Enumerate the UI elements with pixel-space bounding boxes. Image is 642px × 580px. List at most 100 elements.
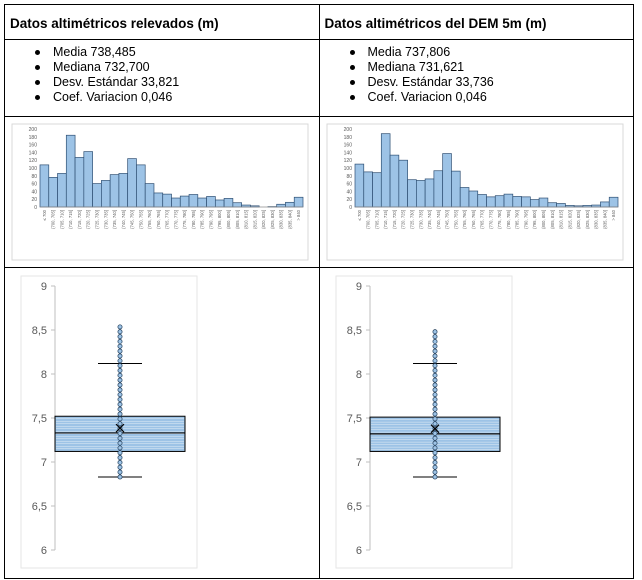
- data-point: [432, 329, 437, 335]
- y-tick-label: 200: [29, 127, 38, 133]
- x-tick-label: (700, 705]: [51, 210, 56, 229]
- stat-coef-variation: Coef. Variacion 0,046: [53, 90, 173, 104]
- boxplot-dem: 6 6,5 7 7,5 8 8,5 9: [335, 275, 512, 569]
- stat-item: Mediana 732,700: [5, 60, 179, 75]
- histogram-bar: [547, 202, 557, 208]
- x-tick-label: (830, 835]: [279, 210, 284, 229]
- data-point: [432, 411, 437, 417]
- data-point: [117, 397, 123, 402]
- y-tick-label: 8: [41, 369, 47, 381]
- y-tick-label: 80: [346, 174, 352, 180]
- x-tick-label: (740, 745]: [435, 210, 440, 229]
- data-point: [432, 455, 437, 461]
- histogram-bar: [188, 194, 199, 208]
- x-tick-label: (775, 780]: [497, 210, 502, 229]
- data-point: [432, 421, 437, 427]
- histogram-bar: [214, 199, 225, 208]
- data-point: [117, 401, 123, 407]
- y-tick-label: 180: [343, 135, 352, 141]
- histogram-bar: [48, 177, 58, 208]
- data-point: [117, 430, 123, 436]
- histogram-bar: [57, 173, 67, 208]
- histogram-bar: [494, 195, 504, 208]
- data-point: [117, 435, 123, 441]
- x-tick-label: (795, 800]: [532, 210, 537, 229]
- histogram-bar: [293, 196, 304, 208]
- x-tick-label: (815, 820]: [252, 210, 257, 229]
- stat-item: Coef. Variacion 0,046: [320, 90, 494, 105]
- histogram-bar: [153, 192, 164, 208]
- x-tick-label: (765, 770]: [479, 210, 484, 229]
- x-tick-label: (815, 820]: [567, 210, 572, 229]
- histogram-bar: [362, 171, 373, 208]
- data-point: [432, 464, 437, 470]
- y-tick-label: 0: [34, 205, 37, 211]
- histogram-bar: [476, 194, 487, 208]
- bullet-icon: [349, 95, 355, 100]
- x-tick-label: (750, 755]: [453, 210, 458, 229]
- data-point: [432, 382, 437, 388]
- stat-median: Mediana 732,700: [53, 60, 150, 74]
- data-point: [117, 329, 123, 335]
- x-tick-label: ≤ 700: [356, 209, 361, 220]
- y-tick-label: 8,5: [346, 325, 361, 337]
- data-point: [432, 450, 437, 456]
- histogram-bar: [354, 163, 364, 208]
- data-point: [432, 416, 437, 422]
- y-tick-label: 7: [41, 457, 47, 469]
- y-tick-label: 6: [355, 545, 361, 557]
- bullet-icon: [35, 80, 40, 85]
- y-tick-label: 200: [343, 127, 352, 133]
- y-tick-label: 0: [349, 205, 352, 211]
- histogram-bar: [39, 164, 50, 208]
- histogram-bar: [162, 193, 172, 208]
- histogram-bar: [389, 154, 399, 208]
- data-point: [117, 416, 123, 422]
- data-point: [117, 421, 123, 427]
- y-tick-label: 100: [343, 166, 352, 172]
- y-tick-label: 9: [355, 281, 361, 293]
- stat-std-dev: Desv. Estándar 33,821: [53, 75, 180, 89]
- histogram-bar: [397, 159, 408, 208]
- y-tick-label: 7: [355, 457, 361, 469]
- data-point: [117, 474, 123, 480]
- y-tick-label: 140: [29, 150, 38, 156]
- x-tick-label: (740, 745]: [121, 210, 126, 229]
- x-tick-label: (790, 795]: [523, 210, 528, 229]
- data-point: [432, 338, 437, 344]
- data-point: [432, 368, 437, 373]
- data-point: [117, 353, 123, 359]
- data-point: [432, 358, 437, 364]
- stat-std-dev: Desv. Estándar 33,736: [367, 75, 494, 89]
- data-point: [117, 338, 123, 344]
- x-tick-label: > 840: [296, 209, 301, 220]
- x-tick-label: (835, 840]: [287, 210, 292, 229]
- histogram-bar: [83, 151, 93, 208]
- histogram-bar: [608, 196, 618, 208]
- data-point: [117, 387, 123, 393]
- stat-mean: Media 738,485: [53, 45, 136, 59]
- x-tick-label: (715, 720]: [77, 210, 82, 229]
- histogram-bar: [371, 172, 382, 208]
- histogram-bar: [459, 187, 469, 208]
- y-tick-label: 8: [355, 369, 361, 381]
- data-point: [117, 377, 123, 383]
- boxplot-cell-dem: 6 6,5 7 7,5 8 8,5 9: [318, 267, 634, 579]
- bullet-icon: [349, 50, 355, 55]
- stat-median: Mediana 731,621: [367, 60, 465, 74]
- x-tick-label: (785, 790]: [514, 210, 519, 229]
- histogram-bar: [450, 170, 461, 208]
- y-tick-label: 120: [29, 158, 38, 164]
- data-point: [117, 411, 123, 417]
- x-tick-label: (820, 825]: [576, 210, 581, 229]
- data-point: [117, 469, 123, 475]
- column-header-relevados: Datos altimétricos relevados (m): [10, 16, 219, 31]
- y-tick-label: 180: [29, 135, 38, 141]
- data-point: [432, 445, 437, 451]
- y-tick-label: 7,5: [32, 413, 47, 425]
- data-point: [432, 387, 437, 393]
- data-point: [117, 459, 123, 465]
- data-point: [432, 392, 437, 398]
- data-point: [432, 406, 437, 412]
